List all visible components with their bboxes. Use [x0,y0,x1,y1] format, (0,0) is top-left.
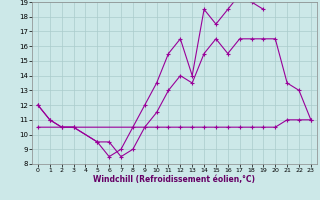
X-axis label: Windchill (Refroidissement éolien,°C): Windchill (Refroidissement éolien,°C) [93,175,255,184]
